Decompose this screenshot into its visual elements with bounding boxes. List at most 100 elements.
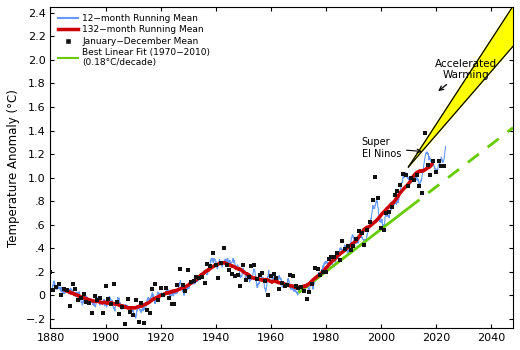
Point xyxy=(85,300,93,306)
Point xyxy=(324,257,333,262)
Point xyxy=(165,295,173,300)
Polygon shape xyxy=(408,6,513,167)
Point xyxy=(297,284,305,289)
Point xyxy=(432,169,440,174)
Point xyxy=(74,298,82,303)
Point xyxy=(220,245,228,251)
Point xyxy=(275,286,283,292)
Point xyxy=(146,310,154,316)
Point xyxy=(291,284,300,289)
Point xyxy=(178,282,187,288)
Point xyxy=(104,296,112,302)
Point xyxy=(167,302,176,307)
Point xyxy=(60,287,69,292)
Point xyxy=(137,300,146,306)
Y-axis label: Temperature Anomaly (°C): Temperature Anomaly (°C) xyxy=(7,89,20,246)
Point xyxy=(300,288,308,294)
Point xyxy=(314,266,322,272)
Point xyxy=(214,275,223,281)
Point xyxy=(305,289,314,294)
Point xyxy=(49,287,57,293)
Point xyxy=(283,282,291,288)
Point xyxy=(55,281,63,287)
Point xyxy=(264,293,272,298)
Point xyxy=(418,190,426,195)
Point xyxy=(330,254,338,259)
Point xyxy=(396,183,405,188)
Point xyxy=(289,273,297,279)
Point xyxy=(333,250,341,256)
Point xyxy=(415,183,424,189)
Point xyxy=(110,281,118,287)
Point xyxy=(316,272,324,278)
Point xyxy=(248,263,256,268)
Point xyxy=(380,227,388,233)
Point xyxy=(382,211,391,216)
Text: Super
El Ninos: Super El Ninos xyxy=(361,137,421,159)
Point xyxy=(107,301,115,307)
Point xyxy=(355,228,363,234)
Point xyxy=(376,225,385,231)
Point xyxy=(407,176,415,181)
Point xyxy=(261,279,269,284)
Point xyxy=(76,295,85,301)
Point xyxy=(46,269,55,275)
Point xyxy=(280,283,289,289)
Point xyxy=(82,299,90,304)
Point xyxy=(148,286,157,292)
Point xyxy=(99,310,107,315)
Point xyxy=(96,295,104,301)
Point xyxy=(184,267,192,273)
Point xyxy=(209,251,217,256)
Point xyxy=(206,263,214,269)
Point xyxy=(233,272,242,278)
Point xyxy=(239,262,248,268)
Point xyxy=(294,286,303,291)
Point xyxy=(187,280,195,285)
Point xyxy=(225,267,233,272)
Point xyxy=(242,277,250,283)
Point xyxy=(426,172,435,177)
Point xyxy=(393,188,401,194)
Point xyxy=(201,280,209,286)
Point xyxy=(437,163,446,169)
Point xyxy=(189,278,198,284)
Point xyxy=(308,281,316,287)
Point xyxy=(435,158,443,163)
Point xyxy=(115,312,123,317)
Point xyxy=(341,247,349,252)
Point xyxy=(303,296,311,301)
Point xyxy=(52,284,60,289)
Point xyxy=(424,162,432,168)
Point xyxy=(371,174,380,180)
Point xyxy=(244,274,253,280)
Point xyxy=(135,319,143,325)
Point xyxy=(272,275,280,280)
Point xyxy=(176,267,184,272)
Point xyxy=(421,131,429,136)
Point xyxy=(66,303,74,309)
Point xyxy=(68,281,76,287)
Point xyxy=(412,172,421,178)
Point xyxy=(195,275,203,280)
Point xyxy=(391,192,399,197)
Point xyxy=(369,197,377,203)
Point xyxy=(401,172,410,177)
Point xyxy=(71,286,80,292)
Point xyxy=(173,283,181,288)
Point xyxy=(327,254,335,260)
Point xyxy=(258,270,267,275)
Point xyxy=(121,321,129,327)
Point xyxy=(344,243,352,249)
Point xyxy=(112,299,121,305)
Point xyxy=(349,243,358,248)
Point xyxy=(346,247,355,252)
Point xyxy=(154,297,162,302)
Point xyxy=(198,274,206,279)
Point xyxy=(366,219,374,225)
Point xyxy=(410,177,418,183)
Point xyxy=(338,238,346,244)
Point xyxy=(88,310,96,316)
Text: Accelerated
Warming: Accelerated Warming xyxy=(435,58,497,90)
Point xyxy=(162,285,170,291)
